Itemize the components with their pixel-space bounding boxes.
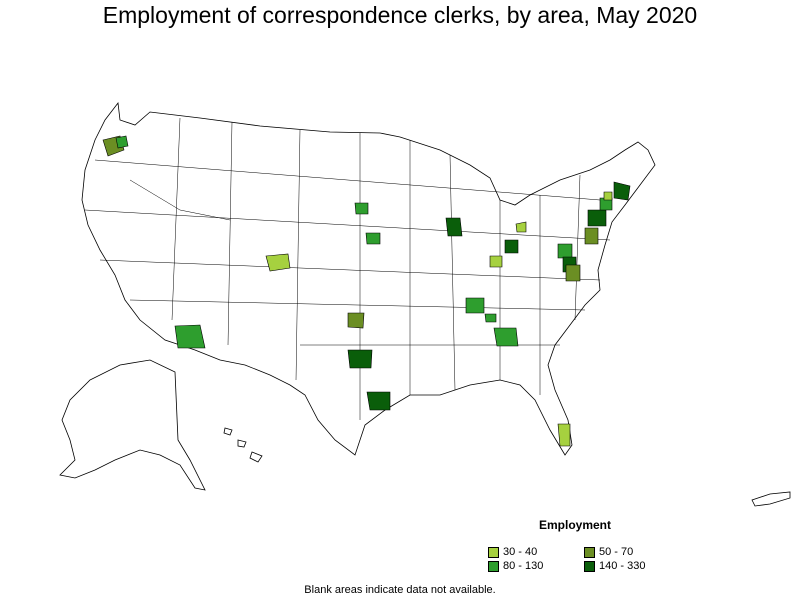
legend-swatch [488,546,499,558]
legend-label: 30 - 40 [503,546,538,558]
legend-item-50-70: 50 - 70 [584,546,680,558]
area-denver [265,253,291,272]
area-chicago [445,217,463,237]
legend-label: 50 - 70 [599,546,634,558]
area-albany [603,191,613,201]
area-minneapolis [354,202,369,215]
legend-swatch [488,560,499,572]
legend: Employment 30 - 40 50 - 70 80 - 130 140 … [480,518,670,572]
area-oklahoma-city [347,312,365,329]
area-phoenix [174,324,206,349]
area-chattanooga [484,313,497,323]
area-atlanta [493,327,519,347]
area-indianapolis [504,239,519,254]
area-richmond [565,264,581,282]
legend-item-30-40: 30 - 40 [488,546,584,558]
area-cincinnati [489,255,503,268]
area-miami [557,423,571,447]
area-houston [366,391,391,411]
puerto-rico-outline [751,491,791,507]
area-philadelphia [584,227,599,245]
area-portland [115,135,129,149]
legend-label: 140 - 330 [599,560,646,572]
alaska-outline [59,359,206,491]
footnote: Blank areas indicate data not available. [304,584,496,596]
area-nashville [465,297,485,314]
area-dallas [347,349,373,369]
hawaii-outline [223,427,263,463]
area-new-york [587,209,607,227]
legend-title: Employment [538,518,611,532]
legend-label: 80 - 130 [503,560,544,572]
legend-swatch [584,546,595,558]
legend-item-140-330: 140 - 330 [584,560,680,572]
area-pittsburgh [557,243,573,259]
area-cleveland [515,221,527,233]
legend-swatch [584,560,595,572]
area-boston [613,181,631,201]
map-title: Employment of correspondence clerks, by … [102,2,698,28]
area-des-moines [365,232,381,245]
legend-item-80-130: 80 - 130 [488,560,584,572]
